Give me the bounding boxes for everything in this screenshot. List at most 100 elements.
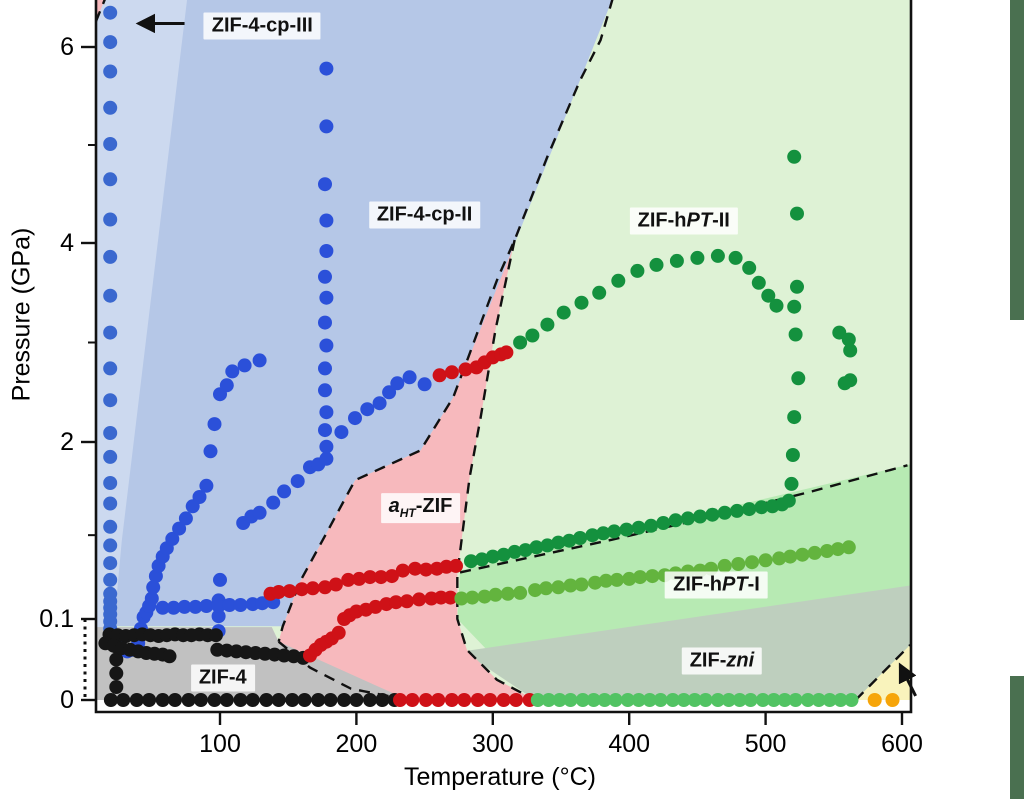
data-point: [255, 596, 270, 611]
data-point: [573, 531, 588, 545]
data-point: [208, 628, 223, 643]
data-point: [222, 598, 237, 612]
data-point: [485, 549, 500, 564]
data-point: [444, 693, 459, 707]
plot-border: [94, 0, 913, 714]
data-point: [331, 625, 346, 640]
data-point: [103, 496, 118, 511]
data-point: [444, 365, 459, 380]
data-point: [509, 693, 523, 707]
data-point: [619, 522, 634, 537]
data-point: [103, 172, 118, 187]
data-point: [166, 600, 181, 615]
series-green-ambient-row: [530, 693, 859, 707]
region-zif-zni: [462, 585, 911, 700]
data-point: [181, 693, 196, 707]
region-label-text: ZIF-4-cp-III: [211, 14, 313, 37]
data-point: [305, 581, 320, 596]
label-aht-zif: aHT-ZIF: [380, 493, 461, 524]
data-point: [761, 288, 776, 303]
data-point: [193, 693, 208, 707]
data-point: [271, 693, 286, 707]
data-point: [620, 693, 635, 707]
y-axis-title: Pressure (GPa): [7, 227, 36, 402]
data-point: [155, 693, 170, 707]
data-point: [787, 299, 802, 314]
data-point: [790, 206, 804, 221]
series-red-ambient-row: [393, 693, 537, 707]
data-point: [680, 511, 695, 526]
data-point: [457, 693, 472, 707]
region-label-text: ZIF-4: [198, 666, 247, 689]
data-point: [687, 693, 702, 707]
region-label-text: ZIF-h: [673, 573, 723, 596]
y-tick-label: 4: [60, 229, 74, 257]
data-point: [319, 119, 334, 134]
data-point: [360, 402, 375, 417]
data-point: [758, 553, 773, 568]
data-point: [787, 410, 802, 425]
data-point: [319, 439, 334, 454]
boundary-yellow-corner: [854, 644, 911, 701]
data-point: [382, 385, 397, 400]
data-point: [530, 693, 545, 707]
data-point: [417, 377, 432, 392]
data-point: [363, 570, 377, 585]
data-point: [665, 693, 680, 707]
data-point: [556, 305, 571, 320]
data-point: [574, 295, 589, 310]
data-point: [844, 693, 859, 707]
data-point: [563, 693, 578, 707]
data-point: [318, 383, 332, 398]
data-point: [742, 260, 757, 275]
data-point: [449, 558, 463, 573]
data-point: [144, 591, 159, 606]
data-point: [477, 589, 492, 604]
data-point: [698, 693, 713, 707]
data-point: [656, 516, 671, 530]
data-point: [668, 513, 683, 528]
data-point: [788, 327, 803, 342]
data-point: [592, 285, 607, 300]
data-point: [784, 476, 799, 491]
data-point: [352, 571, 367, 586]
data-point: [474, 552, 489, 567]
data-point: [693, 509, 708, 524]
data-point: [318, 177, 332, 192]
data-point: [540, 317, 555, 332]
data-point: [772, 551, 787, 566]
data-series: [98, 5, 900, 707]
series-blue-180C-compression: [318, 61, 334, 454]
data-point: [311, 693, 326, 707]
data-point: [843, 343, 858, 358]
data-point: [318, 269, 332, 284]
data-point: [710, 693, 725, 707]
data-point: [513, 335, 528, 350]
data-point: [611, 273, 626, 288]
data-point: [609, 572, 624, 587]
data-point: [219, 378, 234, 393]
region-zif-4-cp-ii: [96, 0, 613, 627]
data-point: [252, 353, 267, 368]
data-point: [507, 544, 522, 559]
page-accent-bar-bottom: [1010, 676, 1024, 799]
data-point: [837, 376, 852, 391]
data-point: [644, 518, 658, 533]
data-point: [297, 693, 312, 707]
data-point: [319, 61, 334, 76]
x-tick-label: 600: [881, 730, 923, 758]
data-point: [551, 535, 566, 550]
data-point: [833, 693, 848, 707]
data-point: [562, 533, 577, 548]
data-point: [252, 505, 267, 520]
series-green-dark-low-branch: [464, 497, 789, 569]
data-point: [608, 693, 623, 707]
data-point: [103, 325, 118, 340]
x-tick-label: 100: [199, 730, 241, 758]
data-point: [165, 531, 180, 546]
data-point: [203, 444, 218, 459]
data-point: [552, 693, 567, 707]
data-point: [419, 562, 433, 577]
region-label-text: -ZIF: [415, 495, 453, 518]
